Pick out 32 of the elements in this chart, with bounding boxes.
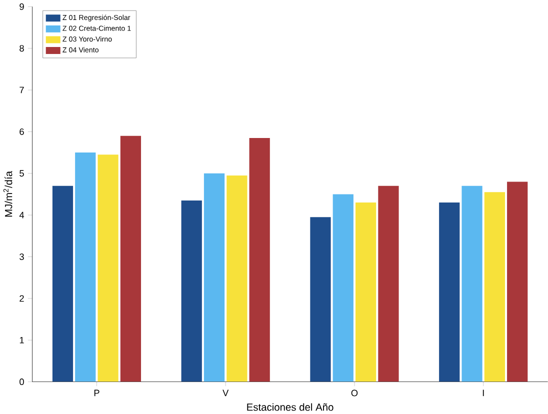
bar — [378, 186, 399, 382]
bar — [462, 186, 482, 382]
bar — [98, 154, 118, 382]
bar — [204, 173, 225, 382]
bar — [484, 192, 505, 382]
bar — [120, 136, 142, 382]
x-tick-label: V — [222, 390, 229, 396]
x-tick-label: P — [94, 390, 100, 396]
bar — [439, 202, 460, 382]
y-tick-label: 9 — [20, 3, 24, 10]
y-tick-label: 5 — [20, 170, 24, 177]
y-tick-label: 6 — [20, 128, 24, 135]
bar — [507, 182, 528, 382]
y-tick-label: 8 — [20, 44, 24, 52]
y-tick-label: 1 — [20, 336, 24, 344]
x-axis-title: Estaciones del Año — [247, 403, 334, 411]
y-axis-title: MJ/m$^{2}$/día — [3, 170, 12, 217]
bar — [332, 194, 354, 382]
y-tick-label: 4 — [19, 212, 24, 218]
bar — [52, 186, 74, 382]
bar — [226, 175, 248, 382]
y-tick-label: 0 — [20, 378, 24, 385]
y-tick-label: 7 — [20, 86, 24, 94]
bar — [249, 138, 270, 382]
bar — [75, 152, 96, 382]
bar — [356, 202, 376, 382]
bar — [181, 200, 202, 382]
y-tick-label: 2 — [20, 295, 24, 302]
y-tick-label: 3 — [20, 253, 24, 260]
x-tick-label: I — [482, 390, 484, 396]
bar — [310, 217, 331, 382]
x-tick-label: O — [351, 390, 358, 396]
